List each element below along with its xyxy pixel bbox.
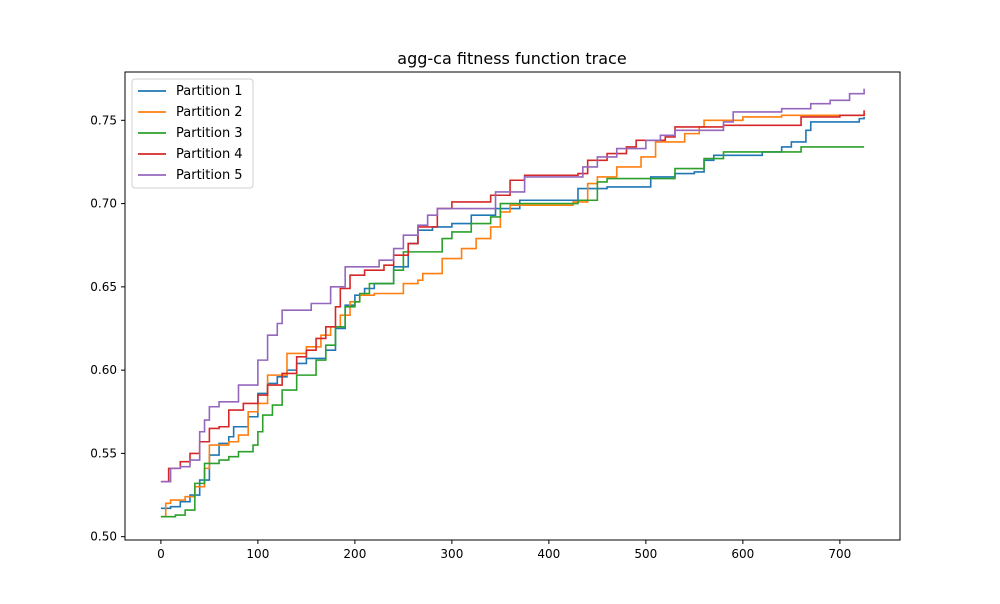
series-line-1 [160, 116, 865, 510]
x-tick-label: 400 [537, 547, 560, 561]
series-line-4 [160, 110, 865, 483]
x-tick-label: 100 [246, 547, 269, 561]
y-tick-label: 0.65 [90, 280, 117, 294]
y-tick-label: 0.50 [90, 530, 117, 544]
x-tick-label: 500 [634, 547, 657, 561]
x-tick-label: 600 [731, 547, 754, 561]
x-tick-label: 200 [343, 547, 366, 561]
legend-label-4: Partition 4 [176, 147, 243, 162]
y-tick-label: 0.75 [90, 113, 117, 127]
x-axis: 0 100 200 300 400 500 600 700 [157, 540, 851, 561]
legend-box [131, 78, 254, 189]
plot-lines [160, 88, 865, 518]
legend-label-1: Partition 1 [176, 84, 243, 99]
series-line-5 [160, 88, 865, 483]
series-line-3 [160, 146, 865, 518]
y-tick-label: 0.60 [90, 363, 117, 377]
x-tick-label: 700 [828, 547, 851, 561]
plot-frame [124, 71, 901, 541]
legend: Partition 1 Partition 2 Partition 3 Partiti… [131, 78, 254, 189]
legend-label-5: Partition 5 [176, 168, 243, 183]
y-tick-label: 0.70 [90, 197, 117, 211]
legend-label-2: Partition 2 [176, 105, 243, 120]
y-tick-label: 0.55 [90, 446, 117, 460]
legend-label-3: Partition 3 [176, 126, 243, 141]
x-tick-label: 0 [157, 547, 165, 561]
y-axis: 0.50 0.55 0.60 0.65 0.70 0.75 [90, 113, 125, 544]
x-tick-label: 300 [440, 547, 463, 561]
chart-title: agg-ca fitness function trace [397, 49, 626, 68]
series-line-2 [160, 113, 865, 518]
